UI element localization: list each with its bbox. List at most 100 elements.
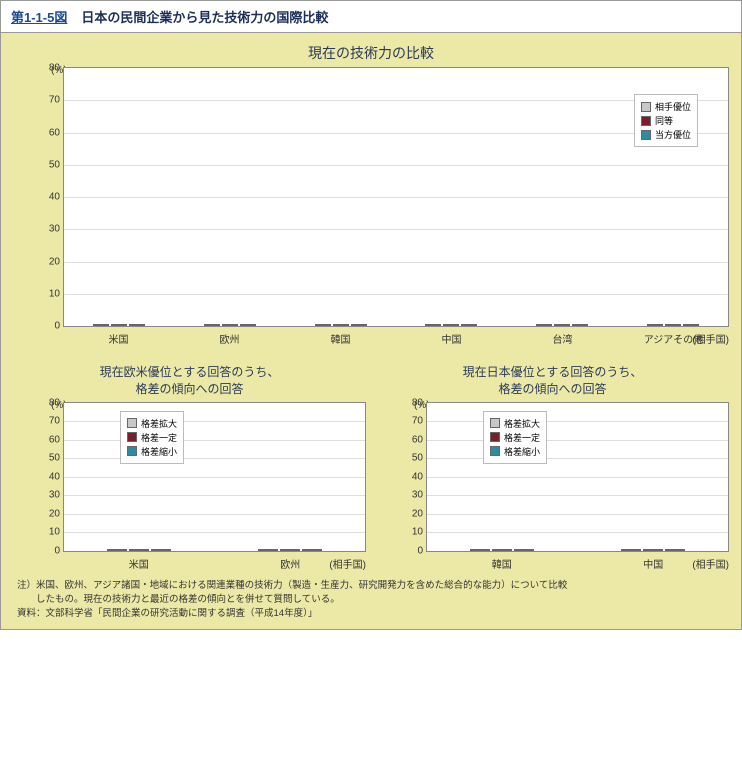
note-line: 注）米国、欧州、アジア諸国・地域における関連業種の技術力（製造・生産力、研究開発…	[17, 579, 725, 593]
bar	[425, 324, 441, 326]
legend-label: 格差一定	[141, 431, 177, 444]
y-tick: 30	[49, 224, 64, 235]
x-tick: 欧州	[174, 327, 285, 346]
y-tick: 10	[412, 527, 427, 538]
legend-item: 格差一定	[490, 431, 540, 444]
bar	[93, 324, 109, 326]
figure-notes: 注）米国、欧州、アジア諸国・地域における関連業種の技術力（製造・生産力、研究開発…	[13, 579, 729, 622]
bar	[647, 324, 663, 326]
legend-item: 格差一定	[127, 431, 177, 444]
chart2-wrap: 現在欧米優位とする回答のうち、格差の傾向への回答 (%)010203040506…	[13, 364, 366, 571]
bar-group	[507, 324, 618, 326]
bar-group	[427, 549, 578, 551]
bar	[443, 324, 459, 326]
bar	[621, 549, 641, 551]
bar	[107, 549, 127, 551]
plot-area: 01020304050607080相手優位同等当方優位	[63, 67, 729, 327]
bar	[302, 549, 322, 551]
x-axis-label: (相手国)	[329, 556, 366, 571]
bar	[333, 324, 349, 326]
y-tick: 30	[412, 490, 427, 501]
chart1-title: 現在の技術力の比較	[13, 43, 729, 63]
note-line: 資料：文部科学省「民間企業の研究活動に関する調査（平成14年度）」	[17, 607, 725, 621]
bar	[280, 549, 300, 551]
figure-number: 第1-1-5図	[11, 7, 67, 26]
y-tick: 60	[412, 434, 427, 445]
bar-group	[617, 324, 728, 326]
chart1: (%)01020304050607080相手優位同等当方優位米国欧州韓国中国台湾…	[13, 67, 729, 346]
legend-item: 相手優位	[641, 100, 691, 113]
x-axis: 米国欧州(相手国)	[63, 552, 366, 571]
legend-swatch	[127, 432, 137, 442]
y-tick: 70	[49, 95, 64, 106]
x-tick: 台湾	[507, 327, 618, 346]
bar	[129, 549, 149, 551]
y-tick: 30	[49, 490, 64, 501]
bar-groups	[427, 403, 728, 551]
y-tick: 10	[49, 527, 64, 538]
bar	[665, 324, 681, 326]
figure-header: 第1-1-5図 日本の民間企業から見た技術力の国際比較	[1, 1, 741, 33]
y-tick: 10	[49, 288, 64, 299]
legend-label: 格差縮小	[504, 445, 540, 458]
plot-area: 01020304050607080格差拡大格差一定格差縮小	[63, 402, 366, 552]
legend: 格差拡大格差一定格差縮小	[120, 411, 184, 464]
legend-item: 格差拡大	[490, 417, 540, 430]
figure-content: 現在の技術力の比較 (%)01020304050607080相手優位同等当方優位…	[1, 33, 741, 629]
y-tick: 70	[412, 416, 427, 427]
x-axis: 米国欧州韓国中国台湾アジアその他(相手国)	[63, 327, 729, 346]
y-tick: 20	[412, 508, 427, 519]
chart3-wrap: 現在日本優位とする回答のうち、格差の傾向への回答 (%)010203040506…	[376, 364, 729, 571]
figure-container: 第1-1-5図 日本の民間企業から見た技術力の国際比較 現在の技術力の比較 (%…	[0, 0, 742, 630]
y-tick: 50	[49, 159, 64, 170]
bar-group	[215, 549, 366, 551]
legend-label: 格差縮小	[141, 445, 177, 458]
figure-title: 日本の民間企業から見た技術力の国際比較	[81, 7, 328, 26]
bar	[470, 549, 490, 551]
legend-item: 当方優位	[641, 128, 691, 141]
bar	[492, 549, 512, 551]
bar-groups	[64, 68, 728, 326]
y-tick: 50	[49, 453, 64, 464]
legend-swatch	[127, 418, 137, 428]
y-tick: 80	[49, 63, 64, 74]
legend-label: 格差一定	[504, 431, 540, 444]
y-tick: 20	[49, 256, 64, 267]
y-tick: 80	[49, 397, 64, 408]
bar	[351, 324, 367, 326]
bar	[683, 324, 699, 326]
sub-charts-row: 現在欧米優位とする回答のうち、格差の傾向への回答 (%)010203040506…	[13, 364, 729, 571]
legend-swatch	[641, 102, 651, 112]
y-tick: 80	[412, 397, 427, 408]
x-axis-label: (相手国)	[692, 556, 729, 571]
bar	[572, 324, 588, 326]
bar	[222, 324, 238, 326]
legend-label: 当方優位	[655, 128, 691, 141]
x-axis: 韓国中国(相手国)	[426, 552, 729, 571]
legend-item: 格差縮小	[127, 445, 177, 458]
bar	[536, 324, 552, 326]
chart3-title: 現在日本優位とする回答のうち、格差の傾向への回答	[376, 364, 729, 398]
bar-group	[64, 324, 175, 326]
bar-group	[285, 324, 396, 326]
bar	[111, 324, 127, 326]
bar	[315, 324, 331, 326]
bar-group	[175, 324, 286, 326]
legend: 相手優位同等当方優位	[634, 94, 698, 147]
bar	[554, 324, 570, 326]
bar-group	[64, 549, 215, 551]
chart2-title: 現在欧米優位とする回答のうち、格差の傾向への回答	[13, 364, 366, 398]
x-tick: 韓国	[285, 327, 396, 346]
bar	[240, 324, 256, 326]
y-tick: 40	[412, 471, 427, 482]
x-tick: 米国	[63, 327, 174, 346]
bar-groups	[64, 403, 365, 551]
y-tick: 20	[49, 508, 64, 519]
legend-swatch	[641, 130, 651, 140]
x-tick: 韓国	[426, 552, 578, 571]
bar	[643, 549, 663, 551]
bar	[129, 324, 145, 326]
legend-swatch	[490, 446, 500, 456]
legend-swatch	[490, 432, 500, 442]
legend-item: 格差縮小	[490, 445, 540, 458]
